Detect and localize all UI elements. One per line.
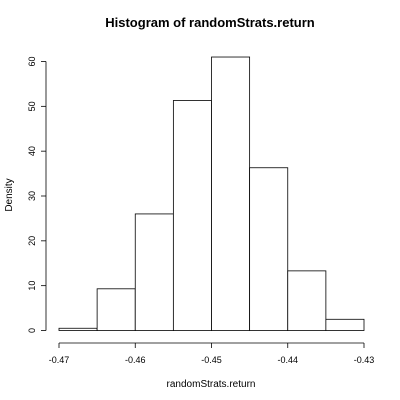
- y-tick-label: 20: [27, 236, 37, 246]
- histogram-bars: [58, 56, 365, 331]
- y-axis-label: Density: [4, 178, 15, 211]
- y-tick-label: 60: [27, 56, 37, 66]
- x-axis: -0.47 -0.46 -0.45 -0.44 -0.43: [49, 342, 375, 365]
- histogram-bar-8: [325, 318, 365, 331]
- y-tick-label: 0: [27, 328, 37, 333]
- x-tick-label: -0.47: [49, 355, 70, 365]
- histogram-bar-7: [287, 270, 327, 331]
- chart-title: Histogram of randomStrats.return: [105, 15, 315, 30]
- y-tick-label: 50: [27, 101, 37, 111]
- x-tick-label: -0.46: [125, 355, 146, 365]
- x-tick-label: -0.45: [201, 355, 222, 365]
- x-axis-label: randomStrats.return: [167, 379, 256, 390]
- histogram-bar-2: [96, 288, 136, 331]
- histogram-bar-1: [58, 327, 98, 331]
- histogram-bar-3: [134, 213, 174, 331]
- x-tick-label: -0.44: [277, 355, 298, 365]
- y-tick-label: 40: [27, 146, 37, 156]
- y-axis: 0 10 20 30 40 50 60: [27, 56, 47, 333]
- histogram-bar-5: [211, 56, 251, 331]
- x-tick-label: -0.43: [354, 355, 375, 365]
- histogram-bar-6: [249, 167, 289, 331]
- y-tick-label: 30: [27, 191, 37, 201]
- y-tick-label: 10: [27, 281, 37, 291]
- histogram-bar-4: [172, 100, 212, 331]
